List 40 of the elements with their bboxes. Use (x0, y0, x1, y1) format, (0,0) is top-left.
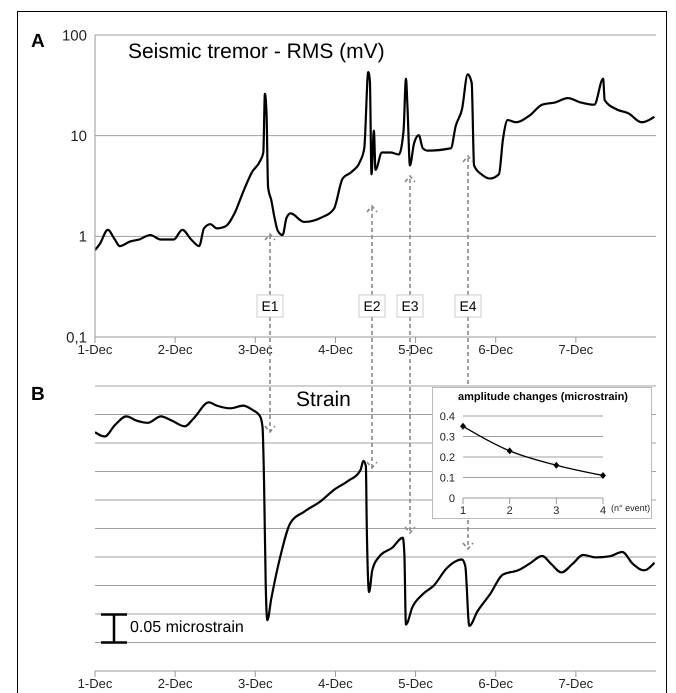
annotation: E3 (401, 298, 419, 314)
x-tick-label: 5-Dec (398, 676, 434, 692)
y-tick-label: 100 (62, 27, 87, 44)
x-tick-label: 4-Dec (318, 342, 354, 358)
x-axis-title: (n° event) (611, 503, 650, 514)
annotation: 0.05 microstrain (130, 619, 244, 637)
y-tick-label: 0.3 (440, 431, 455, 444)
y-tick-label: 10 (70, 128, 87, 145)
text: B (31, 384, 45, 406)
annotation: E2 (363, 298, 381, 314)
x-tick-label: 2-Dec (158, 342, 193, 358)
y-tick-label: 1 (78, 228, 87, 246)
chart-title: amplitude changes (microstrain) (457, 391, 629, 403)
x-tick-label: 7-Dec (558, 342, 594, 358)
x-tick-label: 1 (460, 504, 466, 517)
y-tick-label: 0.2 (440, 452, 455, 464)
chart-title: Strain (296, 388, 351, 412)
x-tick-label: 5-Dec (398, 342, 434, 358)
x-tick-label: 4-Dec (318, 676, 354, 692)
x-tick-label: 4 (600, 504, 606, 517)
x-tick-label: 3 (553, 504, 560, 517)
x-tick-label: 3-Dec (238, 342, 274, 358)
chart-title: Seismic tremor - RMS (mV) (128, 40, 385, 64)
x-tick-label: 1-Dec (78, 676, 113, 692)
y-tick-label: 0 (448, 492, 455, 505)
x-tick-label: 2-Dec (158, 676, 193, 692)
annotation: E1 (261, 298, 279, 314)
x-tick-label: 2 (506, 504, 513, 517)
x-tick-label: 3-Dec (238, 676, 274, 692)
y-tick-label: 0.4 (440, 410, 455, 423)
point (460, 422, 466, 430)
point (506, 447, 513, 454)
point (553, 462, 560, 469)
point (600, 472, 606, 479)
y-tick-label: 0.1 (440, 472, 455, 484)
text: A (31, 31, 45, 53)
x-tick-label: 6-Dec (478, 342, 514, 358)
x-tick-label: 7-Dec (558, 676, 594, 692)
annotation: E4 (459, 298, 477, 314)
x-tick-label: 6-Dec (478, 676, 514, 692)
